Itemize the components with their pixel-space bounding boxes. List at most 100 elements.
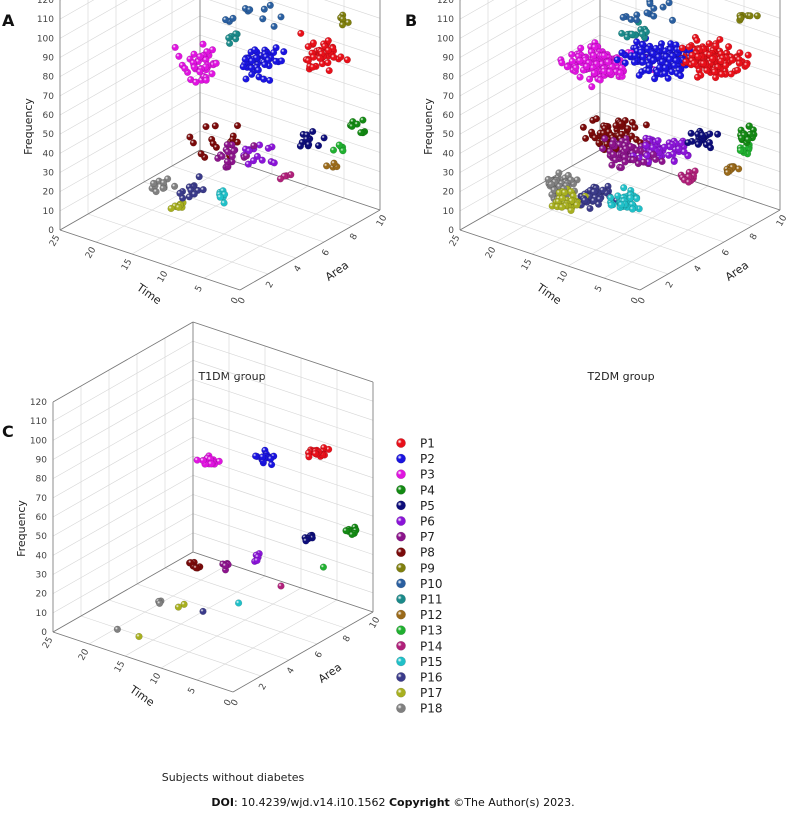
data-point-p17 [174, 603, 183, 611]
z-tick-label: 60 [43, 111, 55, 121]
y-tick-label: 10 [375, 213, 390, 228]
x-tick-label: 15 [113, 660, 127, 675]
x-axis-title: Time [533, 281, 564, 308]
data-point-p2 [658, 58, 666, 66]
gridline [52, 436, 194, 518]
gridline [487, 213, 669, 275]
copyright-value: ©The Author(s) 2023. [449, 796, 575, 809]
gridline [531, 173, 673, 255]
legend-marker [396, 625, 406, 636]
data-point-p16 [199, 607, 207, 616]
legend-label: P5 [420, 499, 435, 513]
z-tick-label: 30 [43, 169, 55, 179]
data-point-p3 [181, 64, 189, 73]
data-point-p15 [628, 205, 637, 213]
data-point-p6 [244, 160, 252, 168]
data-point-p5 [684, 139, 692, 147]
legend: P1P2P3P4P5P6P7P8P9P10P11P12P13P14P15P16P… [396, 437, 443, 716]
legend-label: P2 [420, 452, 435, 466]
z-tick-label: 80 [443, 73, 455, 83]
y-tick-label: 4 [693, 264, 705, 274]
data-point-p7 [598, 145, 607, 153]
data-point-p2 [258, 453, 267, 461]
data-point-p3 [568, 50, 576, 59]
gridline [95, 161, 237, 243]
gridline [52, 455, 194, 537]
data-point-p3 [572, 64, 580, 72]
data-point-p18 [544, 175, 552, 184]
data-point-p4 [348, 530, 356, 539]
gridline [59, 0, 195, 77]
data-point-p2 [242, 75, 250, 83]
gridline [459, 111, 601, 192]
data-point-p7 [609, 150, 617, 159]
data-point-p9 [736, 14, 745, 22]
data-point-p2 [676, 72, 685, 80]
data-point-p18 [555, 169, 563, 177]
legend-item-p17: P17 [396, 686, 443, 700]
z-tick-label: 40 [43, 149, 55, 159]
gridline [192, 494, 374, 555]
gridline [599, 73, 781, 134]
data-point-p7 [622, 145, 630, 153]
legend-item-p4: P4 [396, 483, 435, 497]
gridline [192, 475, 374, 536]
legend-label: P8 [420, 546, 435, 560]
data-point-p15 [220, 199, 228, 207]
legend-item-p10: P10 [396, 577, 443, 591]
data-point-p5 [694, 140, 702, 149]
z-tick-label: 10 [443, 207, 455, 217]
data-point-p2 [649, 56, 658, 65]
gridline [459, 0, 562, 58]
data-point-p18 [152, 188, 160, 196]
legend-marker [396, 469, 406, 480]
data-point-p7 [228, 152, 236, 161]
data-point-p8 [628, 132, 636, 140]
gridline [459, 15, 601, 97]
data-point-p15 [216, 193, 224, 201]
legend-marker [396, 703, 406, 714]
data-point-p1 [324, 46, 332, 54]
data-point-p2 [635, 71, 643, 80]
data-point-p7 [608, 140, 616, 148]
gridline [192, 436, 374, 498]
legend-item-p11: P11 [396, 593, 443, 607]
legend-label: P11 [420, 593, 443, 607]
data-point-p5 [305, 140, 313, 149]
data-point-p5 [706, 144, 715, 152]
z-tick-label: 60 [443, 111, 455, 121]
data-point-p1 [711, 73, 720, 82]
data-point-p4 [737, 134, 746, 142]
data-point-p18 [149, 179, 158, 188]
z-tick-label: 90 [443, 54, 455, 64]
data-point-p2 [653, 68, 661, 76]
z-tick-label: 30 [36, 571, 48, 581]
data-point-p2 [630, 58, 639, 66]
data-point-p3 [600, 52, 608, 60]
data-point-p17 [558, 203, 566, 211]
data-point-p2 [248, 57, 256, 65]
data-point-p2 [268, 461, 276, 469]
data-point-p2 [266, 76, 274, 85]
gridline [324, 0, 381, 19]
x-tick-label: 15 [120, 258, 134, 273]
axis-frame [639, 209, 781, 291]
data-point-p14 [276, 175, 285, 183]
data-point-p8 [581, 134, 590, 143]
z-tick-label: 90 [43, 54, 55, 64]
data-point-p8 [202, 122, 210, 131]
data-point-p3 [616, 69, 624, 77]
x-tick-label: 25 [48, 234, 62, 249]
data-point-p6 [654, 137, 662, 145]
data-point-p18 [113, 625, 122, 633]
data-point-p12 [735, 165, 743, 173]
gridline [199, 53, 381, 115]
data-point-p1 [309, 39, 318, 47]
gridline [192, 360, 374, 421]
data-point-p14 [684, 178, 693, 186]
data-point-p4 [359, 116, 367, 124]
data-point-p1 [717, 70, 726, 78]
data-point-p3 [190, 63, 198, 71]
panel-letter-A: A [2, 11, 15, 30]
z-tick-label: 120 [37, 0, 54, 6]
